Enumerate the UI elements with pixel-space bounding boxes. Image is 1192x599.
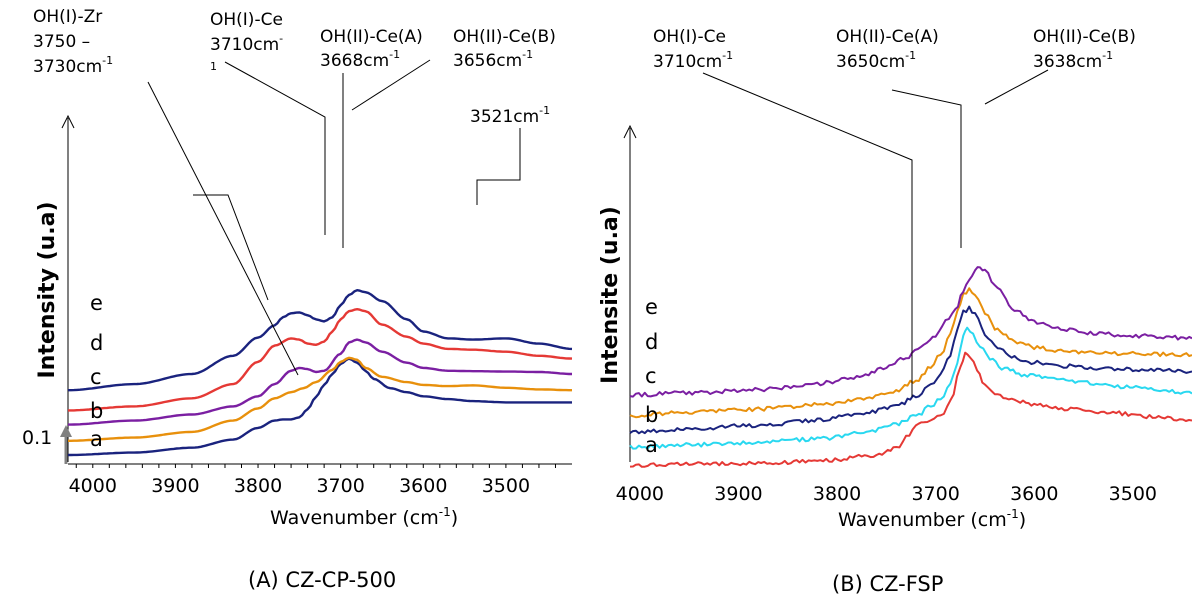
svg-text:OH(II)-Ce(B): OH(II)-Ce(B): [453, 27, 556, 47]
x-ticks-b: 4000 3900 3800 3700 3600 3500: [616, 483, 1157, 505]
x-tick-label-a: 3900: [151, 475, 199, 497]
x-tick-label-b: 4000: [616, 483, 664, 505]
annotation-oh2-ce-a-b: OH(II)-Ce(A) 3650cm-1: [836, 27, 939, 72]
curve-label-a-a: a: [90, 427, 103, 451]
svg-text:OH(I)-Zr: OH(I)-Zr: [33, 7, 102, 27]
x-tick-label-a: 3700: [316, 475, 364, 497]
x-tick-label-b: 3800: [813, 483, 861, 505]
svg-text:OH(II)-Ce(A): OH(II)-Ce(A): [320, 27, 423, 47]
annotation-oh1-ce-b: OH(I)-Ce 3710cm-1: [653, 27, 733, 72]
scale-bar-label: 0.1: [22, 427, 52, 449]
x-minor-ticks-a: [75, 464, 556, 468]
curve-label-b-c: c: [645, 364, 657, 388]
svg-text:OH(I)-Ce: OH(I)-Ce: [210, 10, 283, 30]
x-tick-label-b: 3700: [911, 483, 959, 505]
x-tick-label-a: 3500: [482, 475, 530, 497]
annotation-oh2-ce-b-a: OH(II)-Ce(B) 3656cm-1: [453, 27, 556, 71]
series-line-a-d: [68, 308, 573, 412]
svg-text:3730cm-1: 3730cm-1: [33, 54, 113, 77]
svg-text:OH(II)-Ce(B): OH(II)-Ce(B): [1033, 27, 1136, 47]
x-tick-label-b: 3900: [714, 483, 762, 505]
curve-label-a-c: c: [90, 365, 102, 389]
y-axis-arrowhead-b: [623, 124, 637, 139]
panel-b: 4000 3900 3800 3700 3600 3500 a b c d e Inten…: [598, 27, 1192, 596]
curve-label-a-b: b: [90, 399, 103, 423]
annotation-oh1-ce-a: OH(I)-Ce 3710cm- 1: [210, 10, 283, 73]
curve-label-b-e: e: [645, 295, 658, 319]
svg-text:OH(I)-Ce: OH(I)-Ce: [653, 27, 726, 47]
annotation-oh2-ce-b-b: OH(II)-Ce(B) 3638cm-1: [1033, 27, 1136, 72]
y-axis-title-b: Intensite (u.a): [598, 206, 623, 384]
annotation-3521: 3521cm-1: [470, 104, 550, 127]
series-line-a-e: [68, 289, 573, 392]
svg-text:3650cm-1: 3650cm-1: [836, 49, 916, 72]
curve-label-b-d: d: [645, 330, 658, 354]
svg-text:3656cm-1: 3656cm-1: [453, 48, 533, 71]
y-axis-arrowhead-a: [61, 114, 75, 129]
annotation-oh1-zr: OH(I)-Zr 3750 – 3730cm-1: [33, 7, 113, 77]
series-lines-b: [629, 266, 1192, 468]
svg-text:3750 –: 3750 –: [33, 32, 90, 52]
x-axis-title-a: Wavenumber (cm-1): [270, 505, 458, 529]
series-line-b-b: [629, 326, 1192, 450]
annotation-leaders-b: [702, 69, 1049, 397]
panel-a: 0.1 4000 3900 3800 3700 3600 3500 a b c d e I…: [22, 7, 573, 592]
x-tick-label-b: 3500: [1109, 483, 1157, 505]
series-lines-a: [68, 289, 573, 457]
curve-label-a-d: d: [90, 331, 103, 355]
caption-b: (B) CZ-FSP: [832, 572, 943, 596]
series-line-a-c: [68, 338, 572, 426]
curve-label-b-b: b: [645, 403, 658, 427]
curve-label-a-e: e: [90, 291, 103, 315]
svg-text:3521cm-1: 3521cm-1: [470, 104, 550, 127]
scale-bar-arrowhead-a: [60, 425, 72, 437]
svg-text:3710cm-: 3710cm-: [210, 32, 283, 55]
x-axis-title-b: Wavenumber (cm-1): [838, 507, 1026, 531]
svg-text:1: 1: [210, 60, 217, 73]
x-tick-label-a: 3600: [399, 475, 447, 497]
annotation-leaders-a: [147, 59, 521, 376]
series-line-b-e: [629, 266, 1192, 398]
x-tick-label-a: 4000: [69, 475, 117, 497]
series-line-b-d: [629, 287, 1192, 419]
svg-text:3668cm-1: 3668cm-1: [320, 48, 400, 71]
caption-a: (A) CZ-CP-500: [248, 568, 396, 592]
series-line-a-b: [68, 356, 572, 442]
svg-text:OH(II)-Ce(A): OH(II)-Ce(A): [836, 27, 939, 47]
svg-text:3710cm-1: 3710cm-1: [653, 49, 733, 72]
x-tick-label-b: 3600: [1010, 483, 1058, 505]
curve-label-b-a: a: [645, 433, 658, 457]
series-line-b-a: [629, 351, 1192, 468]
annotation-oh2-ce-a-a: OH(II)-Ce(A) 3668cm-1: [320, 27, 423, 71]
svg-text:3638cm-1: 3638cm-1: [1033, 49, 1113, 72]
y-axis-title-a: Intensity (u.a): [35, 201, 60, 378]
series-line-a-a: [68, 357, 572, 457]
series-line-b-c: [629, 305, 1192, 435]
x-ticks-a: 4000 3900 3800 3700 3600 3500: [69, 475, 530, 497]
x-tick-label-a: 3800: [234, 475, 282, 497]
